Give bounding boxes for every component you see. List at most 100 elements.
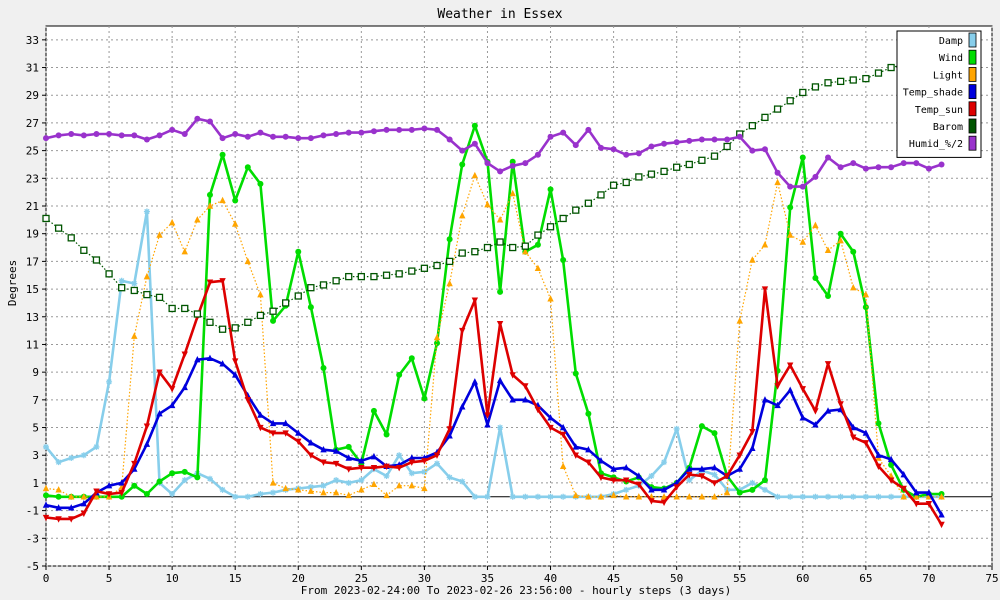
data-point	[333, 477, 340, 484]
data-point	[471, 122, 478, 129]
data-point	[471, 171, 479, 179]
data-point	[181, 131, 188, 137]
data-point	[43, 492, 49, 499]
data-point	[383, 431, 390, 438]
data-point	[661, 140, 668, 147]
data-point	[522, 383, 529, 390]
data-point	[509, 396, 516, 403]
data-point	[572, 206, 580, 214]
data-point	[93, 488, 100, 495]
data-point	[181, 383, 188, 391]
x-tick-label: 65	[859, 572, 872, 585]
data-point	[837, 230, 844, 237]
data-point	[774, 169, 781, 176]
data-point	[307, 304, 314, 311]
x-tick-label: 5	[106, 572, 113, 585]
data-point	[862, 290, 870, 298]
data-point	[585, 445, 592, 453]
data-point	[522, 247, 529, 255]
data-point	[421, 395, 428, 402]
data-point	[850, 160, 857, 167]
data-point	[181, 247, 188, 255]
data-point	[597, 457, 605, 464]
data-point	[257, 411, 264, 418]
y-tick-label: 27	[26, 117, 39, 130]
data-point	[534, 241, 541, 248]
data-point	[345, 466, 352, 473]
data-point	[572, 370, 579, 377]
data-point	[711, 480, 718, 487]
data-point	[181, 304, 189, 313]
data-point	[232, 220, 239, 227]
data-point	[471, 297, 479, 304]
data-point	[799, 414, 806, 421]
data-point	[459, 403, 466, 410]
data-point	[711, 136, 718, 143]
data-point	[698, 493, 706, 500]
chart-title: Weather in Essex	[437, 7, 562, 22]
data-point	[496, 238, 504, 246]
data-point	[421, 484, 428, 492]
data-point	[774, 383, 781, 390]
data-point	[623, 151, 630, 158]
data-point	[572, 443, 579, 450]
data-point	[295, 486, 302, 493]
data-point	[320, 459, 327, 466]
data-point	[383, 491, 390, 499]
data-point	[610, 477, 617, 484]
data-point	[786, 386, 794, 393]
y-tick-label: 3	[32, 449, 39, 462]
data-point	[484, 421, 491, 428]
data-point	[736, 489, 743, 496]
data-point	[370, 480, 378, 488]
y-tick-label: 25	[26, 145, 39, 158]
data-point	[320, 365, 327, 371]
data-point	[862, 429, 870, 436]
data-point	[673, 163, 681, 171]
data-point	[193, 310, 202, 318]
data-point	[711, 471, 718, 478]
data-point	[635, 493, 643, 500]
data-point	[799, 386, 806, 393]
data-point	[446, 279, 453, 287]
legend-swatch	[968, 101, 977, 117]
data-point	[307, 487, 315, 494]
data-point	[370, 452, 378, 460]
data-point	[623, 493, 630, 500]
data-point	[572, 452, 579, 459]
data-point	[648, 486, 655, 493]
y-tick-label: 13	[26, 311, 39, 324]
data-point	[812, 408, 819, 415]
data-point	[232, 358, 239, 365]
data-point	[219, 486, 226, 493]
legend-label: Temp_sun	[915, 105, 963, 116]
data-point	[648, 143, 655, 150]
data-point	[244, 493, 251, 500]
data-point	[181, 468, 188, 475]
data-point	[408, 126, 415, 133]
data-point	[484, 160, 491, 167]
data-point	[673, 484, 680, 491]
x-tick-label: 10	[166, 572, 179, 585]
data-point	[358, 477, 365, 484]
data-point	[143, 208, 150, 215]
data-point	[546, 223, 555, 231]
y-tick-label: 9	[32, 366, 39, 379]
data-point	[408, 481, 415, 489]
data-point	[509, 243, 517, 252]
data-point	[396, 126, 403, 133]
data-point	[786, 362, 794, 369]
data-point	[68, 493, 75, 500]
data-point	[799, 88, 807, 97]
data-point	[522, 160, 529, 167]
data-point	[295, 429, 302, 436]
data-point	[635, 481, 643, 489]
y-tick-label: 1	[32, 477, 39, 490]
legend-swatch	[968, 32, 977, 48]
data-point	[446, 432, 453, 439]
data-point	[660, 493, 668, 500]
data-point	[887, 477, 895, 484]
y-axis-label: Degrees	[6, 260, 19, 306]
data-point	[332, 460, 340, 468]
